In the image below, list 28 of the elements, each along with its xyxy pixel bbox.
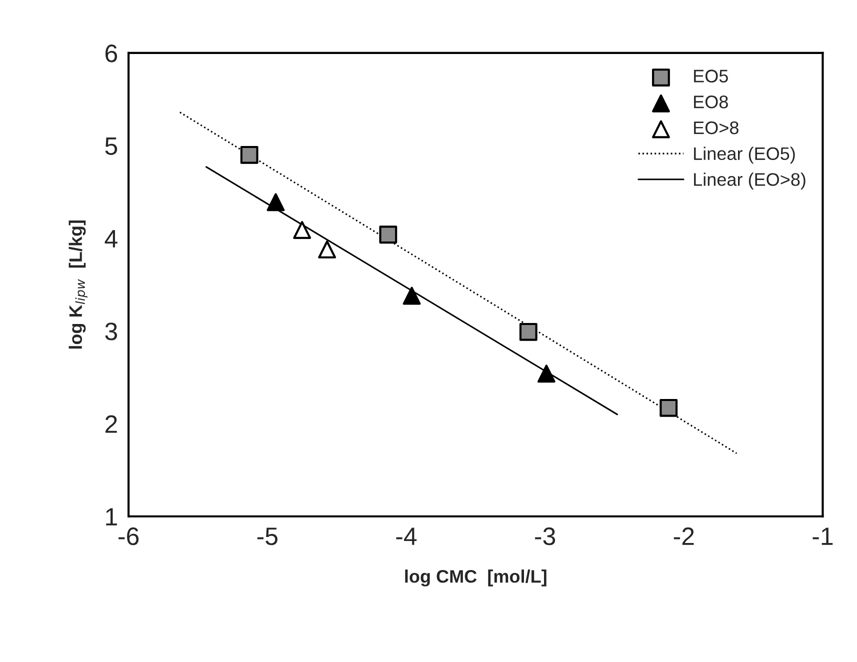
x-tick-label: -5	[257, 528, 278, 546]
y-axis-title: log K$_{lipw}$ [L/kg]	[68, 220, 88, 349]
y-tick-label: 3	[105, 322, 118, 340]
point	[537, 364, 556, 383]
x-tick-label: -6	[118, 527, 139, 546]
point	[402, 286, 421, 305]
point	[240, 146, 258, 164]
x-tick-label: -1	[812, 528, 833, 545]
legend-label: Linear (EO5)	[694, 146, 795, 164]
y-tick-label: 6	[106, 44, 118, 62]
point	[660, 398, 678, 417]
x-tick-label: -3	[535, 527, 556, 546]
point	[519, 322, 538, 341]
legend-label: EO8	[694, 96, 728, 108]
x-axis-title: log CMC [mol/L]	[405, 570, 546, 586]
point	[379, 226, 398, 244]
x-tick-label: -4	[396, 528, 417, 545]
legend-label: EO>8	[694, 121, 738, 134]
y-tick-label: 2	[105, 415, 117, 433]
x-tick-label: -2	[674, 527, 694, 545]
point	[266, 193, 285, 212]
legend-label: Linear (EO>8)	[694, 172, 806, 190]
point	[293, 221, 312, 239]
y-tick-label: 5	[105, 138, 118, 155]
point	[318, 240, 336, 258]
y-tick-label: 4	[104, 230, 118, 248]
y-tick-label: 1	[106, 508, 117, 526]
legend-label: EO5	[694, 70, 728, 82]
